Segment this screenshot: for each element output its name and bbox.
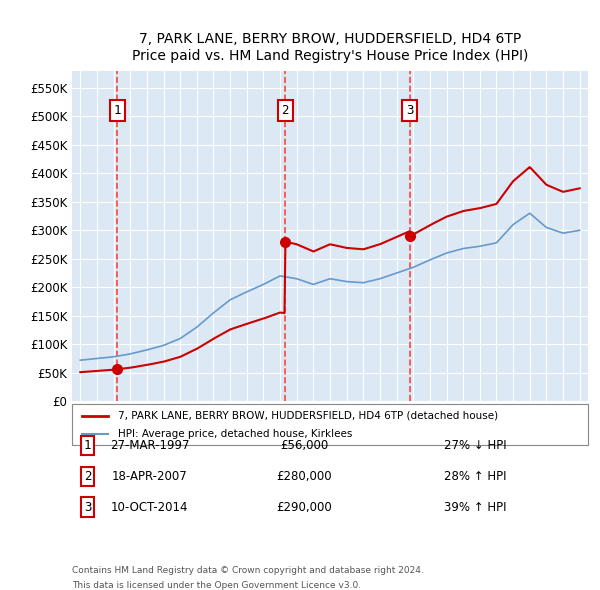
Text: 2: 2 <box>84 470 91 483</box>
Text: 18-APR-2007: 18-APR-2007 <box>112 470 187 483</box>
Text: 3: 3 <box>84 500 91 514</box>
Text: £290,000: £290,000 <box>277 500 332 514</box>
Text: 27-MAR-1997: 27-MAR-1997 <box>110 439 189 453</box>
Text: 7, PARK LANE, BERRY BROW, HUDDERSFIELD, HD4 6TP (detached house): 7, PARK LANE, BERRY BROW, HUDDERSFIELD, … <box>118 411 499 421</box>
Text: 39% ↑ HPI: 39% ↑ HPI <box>443 500 506 514</box>
Text: HPI: Average price, detached house, Kirklees: HPI: Average price, detached house, Kirk… <box>118 429 353 439</box>
Text: This data is licensed under the Open Government Licence v3.0.: This data is licensed under the Open Gov… <box>72 582 361 590</box>
Title: 7, PARK LANE, BERRY BROW, HUDDERSFIELD, HD4 6TP
Price paid vs. HM Land Registry': 7, PARK LANE, BERRY BROW, HUDDERSFIELD, … <box>132 32 528 63</box>
Text: £280,000: £280,000 <box>277 470 332 483</box>
Text: 3: 3 <box>406 104 413 117</box>
FancyBboxPatch shape <box>72 404 588 445</box>
Text: 10-OCT-2014: 10-OCT-2014 <box>110 500 188 514</box>
Text: 2: 2 <box>281 104 289 117</box>
Text: 28% ↑ HPI: 28% ↑ HPI <box>443 470 506 483</box>
Text: 1: 1 <box>113 104 121 117</box>
Text: £56,000: £56,000 <box>280 439 328 453</box>
Text: 1: 1 <box>84 439 91 453</box>
Text: 27% ↓ HPI: 27% ↓ HPI <box>443 439 506 453</box>
Text: Contains HM Land Registry data © Crown copyright and database right 2024.: Contains HM Land Registry data © Crown c… <box>72 565 424 575</box>
